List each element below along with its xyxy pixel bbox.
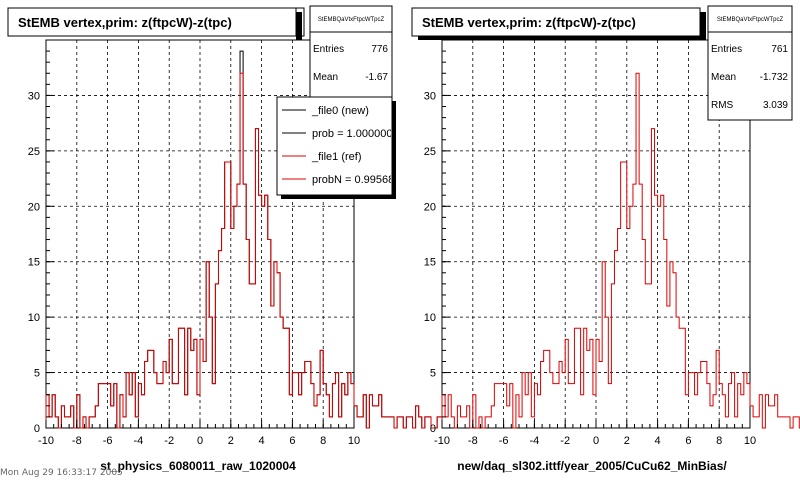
right-ytick-label: 20 (424, 201, 436, 213)
left-xtick-label: 4 (259, 435, 265, 447)
right-ytick-label: 25 (424, 146, 436, 158)
left-stats-mean-label: Mean (313, 72, 338, 83)
right-ytick-label: 5 (430, 368, 436, 380)
right-title-box (411, 7, 701, 37)
left-panel: StEMB vertex,prim: z(ftpcW)-z(tpc) -10 -8… (7, 5, 475, 473)
legend-entry-new: _file0 (new) (311, 105, 369, 117)
left-xtick-label: 10 (348, 435, 360, 447)
right-xtick-label: 10 (744, 435, 756, 447)
right-ytick-label: 30 (424, 90, 436, 102)
footer-timestamp: Mon Aug 29 16:33:17 2005 (0, 468, 123, 478)
left-legend: _file0 (new) prob = 1.000000 _file1 (ref… (276, 96, 400, 199)
right-xtick-label: 8 (716, 435, 722, 447)
right-xtick-label: -10 (434, 435, 450, 447)
right-ytick-label: 10 (424, 312, 436, 324)
right-xtick-label: -8 (468, 435, 478, 447)
left-stats-entries-label: Entries (313, 44, 344, 55)
right-series-0 (441, 72, 800, 429)
right-stats-entries-value: 761 (771, 44, 788, 55)
right-xtick-label: -6 (499, 435, 509, 447)
right-xtick-label: 0 (593, 435, 599, 447)
left-ytick-label: 10 (28, 312, 40, 324)
legend-entry-probn: probN = 0.995682 (312, 174, 400, 186)
left-xtick-label: -6 (103, 435, 113, 447)
left-xtick-label: 0 (197, 435, 203, 447)
left-ytick-label: 30 (28, 90, 40, 102)
right-x-axis-label: new/daq_sl302.ittf/year_2005/CuCu62_MinB… (457, 459, 727, 473)
left-ytick-label: 5 (34, 368, 40, 380)
left-plot-area: -10 -8 -6 -4 -2 0 2 4 6 8 10 0 5 10 15 20 25 30 (28, 39, 475, 447)
left-xtick-label: -10 (38, 435, 54, 447)
right-xtick-label: 2 (624, 435, 630, 447)
left-xtick-label: 6 (289, 435, 295, 447)
right-stats-rms-label: RMS (711, 100, 734, 111)
right-xtick-label: 4 (655, 435, 661, 447)
right-panel: StEMB vertex,prim: z(ftpcW)-z(tpc) -10 -8… (411, 5, 800, 473)
left-title-shadow (296, 12, 302, 40)
right-xtick-label: -2 (560, 435, 570, 447)
left-xtick-label: -8 (72, 435, 82, 447)
right-ytick-label: 15 (424, 257, 436, 269)
left-x-axis-label: st_physics_6080011_raw_1020004 (100, 459, 296, 473)
right-xtick-label: -4 (530, 435, 540, 447)
left-xtick-label: -2 (164, 435, 174, 447)
right-stats-entries-label: Entries (711, 44, 742, 55)
right-stats-box: StEMBQaVtxFtpcWTpcZ Entries 761 Mean -1.… (707, 5, 793, 121)
left-xtick-label: 8 (320, 435, 326, 447)
left-ytick-label: 20 (28, 201, 40, 213)
left-stats-entries-value: 776 (371, 44, 388, 55)
left-stats-mean-value: -1.67 (365, 72, 388, 83)
right-stats-rms-value: 3.039 (763, 100, 788, 111)
legend-entry-ref: _file1 (ref) (311, 151, 362, 163)
left-ytick-label: 25 (28, 146, 40, 158)
legend-entry-prob: prob = 1.000000 (312, 128, 392, 140)
left-xtick-label: 2 (228, 435, 234, 447)
right-stats-mean-label: Mean (711, 72, 736, 83)
left-series-1 (45, 72, 475, 429)
right-chart-title: StEMB vertex,prim: z(ftpcW)-z(tpc) (422, 15, 636, 30)
right-ytick-label: 0 (430, 423, 436, 435)
right-stats-header: StEMBQaVtxFtpcWTpcZ (717, 17, 784, 23)
left-xtick-label: -4 (134, 435, 144, 447)
left-chart-title: StEMB vertex,prim: z(ftpcW)-z(tpc) (18, 15, 232, 30)
left-ytick-label: 15 (28, 257, 40, 269)
left-stats-header: StEMBQaVtxFtpcWTpcZ (318, 17, 385, 23)
right-stats-mean-value: -1.732 (760, 72, 789, 83)
left-ytick-label: 0 (34, 423, 40, 435)
right-xtick-label: 6 (685, 435, 691, 447)
right-plot-area: -10 -8 -6 -4 -2 0 2 4 6 8 10 0 5 10 15 20 25 30 (424, 39, 800, 447)
